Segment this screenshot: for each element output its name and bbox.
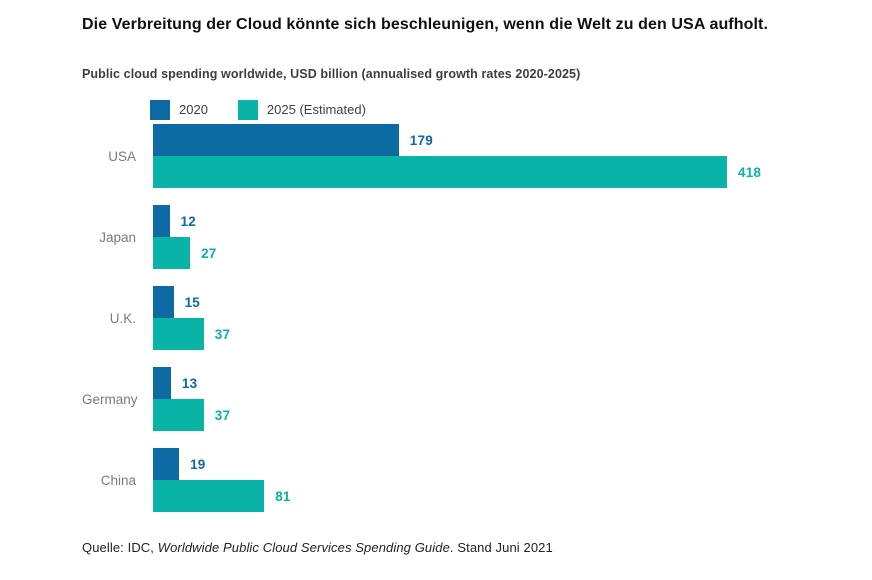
bar-group-u-k-: U.K. 15 37 [82,286,832,350]
legend-label: 2025 (Estimated) [266,102,366,117]
bar-2020 [153,124,399,156]
bar-chart: USA 179 418 Japan 12 27 U.K. 15 37 Germany 13 37 Chi… [82,124,832,512]
bar-2020 [153,448,180,480]
bar-2020 [153,367,171,399]
source-suffix: . Stand Juni 2021 [449,540,553,555]
bar-line: 37 [153,318,832,350]
bar-line: 12 [153,205,832,237]
bar-value-label: 418 [738,164,762,180]
category-label: U.K. [109,310,136,326]
legend-swatch-icon [237,99,258,120]
bar-value-label: 37 [214,326,231,342]
bar-lines: 179 418 [153,124,832,188]
bar-value-label: 12 [180,213,196,229]
bar-value-label: 179 [409,132,433,148]
bar-2025-estimated- [153,318,204,350]
chart-page: Die Verbreitung der Cloud könnte sich be… [82,16,832,555]
bar-lines: 12 27 [153,205,832,269]
bar-2025-estimated- [153,480,265,512]
bar-value-label: 37 [214,407,231,423]
bar-line: 179 [153,124,832,156]
source-publication: Worldwide Public Cloud Services Spending… [157,540,450,555]
source-prefix: Quelle: IDC, [82,540,158,555]
bar-group-japan: Japan 12 27 [82,205,832,269]
bar-lines: 13 37 [153,367,832,431]
bar-line: 13 [153,367,832,399]
category-label: Germany [82,391,138,407]
bar-line: 418 [153,156,832,188]
bar-group-china: China 19 81 [82,448,832,512]
bar-line: 37 [153,399,832,431]
category-label: USA [108,148,136,164]
category-label: Japan [99,229,136,245]
bar-group-usa: USA 179 418 [82,124,832,188]
bar-2025-estimated- [153,156,727,188]
legend-item-2025-estimated-: 2025 (Estimated) [237,99,366,120]
chart-legend: 2020 2025 (Estimated) [150,99,832,120]
bar-2020 [153,205,170,237]
legend-swatch-icon [150,99,170,120]
bar-line: 27 [153,237,832,269]
source-note: Quelle: IDC, Worldwide Public Cloud Serv… [82,540,832,555]
bar-line: 15 [153,286,832,318]
bar-2025-estimated- [153,237,191,269]
bar-value-label: 15 [184,294,201,310]
bar-lines: 19 81 [153,448,832,512]
chart-headline: Die Verbreitung der Cloud könnte sich be… [82,16,769,33]
legend-item-2020: 2020 [150,99,208,120]
bar-2020 [153,286,174,318]
bar-value-label: 13 [181,375,198,391]
bar-2025-estimated- [153,399,204,431]
bar-lines: 15 37 [153,286,832,350]
category-label: China [100,472,136,488]
bar-value-label: 27 [201,245,217,261]
chart-subtitle: Public cloud spending worldwide, USD bil… [82,67,581,81]
bar-value-label: 19 [190,456,206,472]
bar-group-germany: Germany 13 37 [82,367,832,431]
bar-value-label: 81 [275,488,291,504]
legend-label: 2020 [179,102,208,117]
bar-line: 81 [153,480,832,512]
bar-line: 19 [153,448,832,480]
